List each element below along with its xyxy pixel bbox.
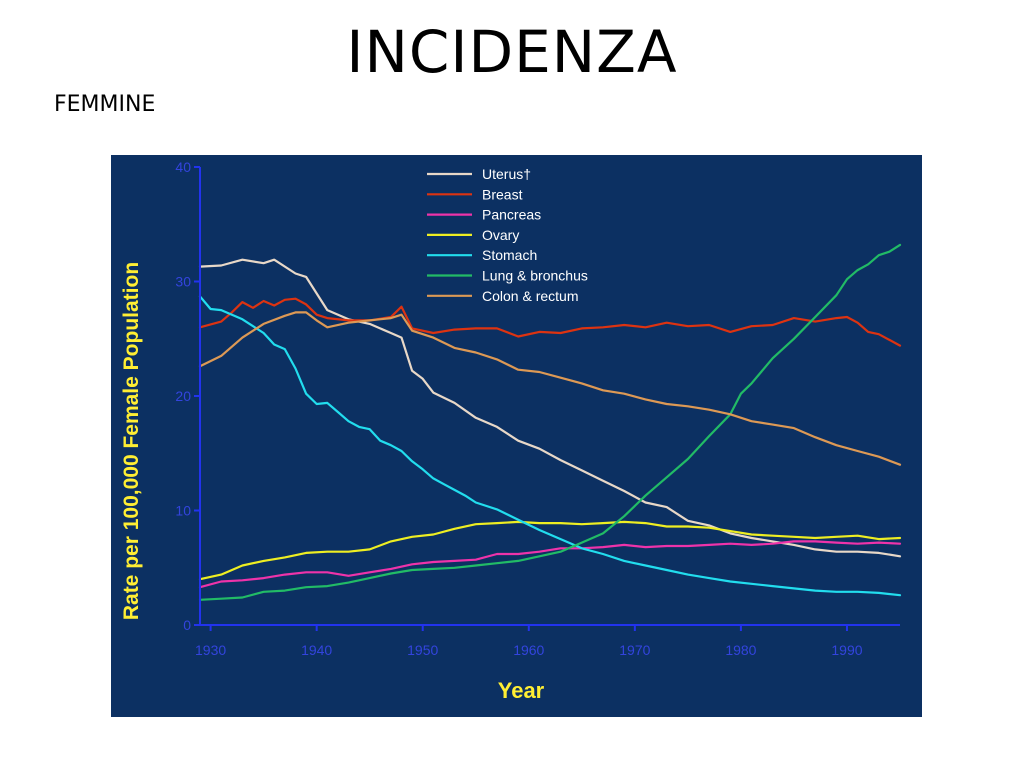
legend-label-6: Colon & rectum [482, 288, 578, 304]
series-line-5 [198, 243, 902, 601]
slide-title: INCIDENZA [346, 18, 678, 86]
y-tick-label: 30 [175, 274, 191, 290]
series-layer [198, 243, 902, 601]
x-tick-label: 1970 [619, 642, 650, 658]
y-tick-label: 40 [175, 159, 191, 175]
y-axis-title: Rate per 100,000 Female Population [120, 262, 143, 620]
series-line-1 [198, 297, 902, 347]
y-tick-label: 20 [175, 388, 191, 404]
legend-label-5: Lung & bronchus [482, 268, 588, 284]
series-line-6 [198, 311, 902, 466]
series-line-3 [198, 520, 902, 581]
chart-panel: 0 10 20 30 40 1930 1940 1950 1960 1970 1980 1990 Ut… [111, 155, 922, 717]
x-axis-title: Year [498, 678, 545, 703]
axes-layer: 0 10 20 30 40 1930 1940 1950 1960 1970 1980 1990 [175, 159, 900, 658]
legend-label-2: Pancreas [482, 207, 541, 223]
legend-label-3: Ovary [482, 227, 519, 243]
series-line-0 [198, 258, 902, 558]
y-tick-label: 10 [175, 503, 191, 519]
slide-subtitle: FEMMINE [54, 92, 156, 117]
y-tick-label: 0 [183, 617, 191, 633]
x-tick-label: 1930 [195, 642, 226, 658]
legend: Uterus† Breast Pancreas Ovary Stomach Lung & … [427, 166, 588, 304]
x-tick-label: 1980 [725, 642, 756, 658]
series-line-2 [198, 540, 902, 589]
x-tick-label: 1960 [513, 642, 544, 658]
x-tick-label: 1940 [301, 642, 332, 658]
legend-label-0: Uterus† [482, 166, 531, 182]
x-tick-label: 1950 [407, 642, 438, 658]
chart-background [111, 155, 922, 717]
legend-label-4: Stomach [482, 247, 537, 263]
legend-label-1: Breast [482, 186, 523, 202]
incidence-line-chart: 0 10 20 30 40 1930 1940 1950 1960 1970 1980 1990 Ut… [111, 155, 922, 717]
series-line-4 [198, 295, 902, 597]
x-tick-label: 1990 [831, 642, 862, 658]
